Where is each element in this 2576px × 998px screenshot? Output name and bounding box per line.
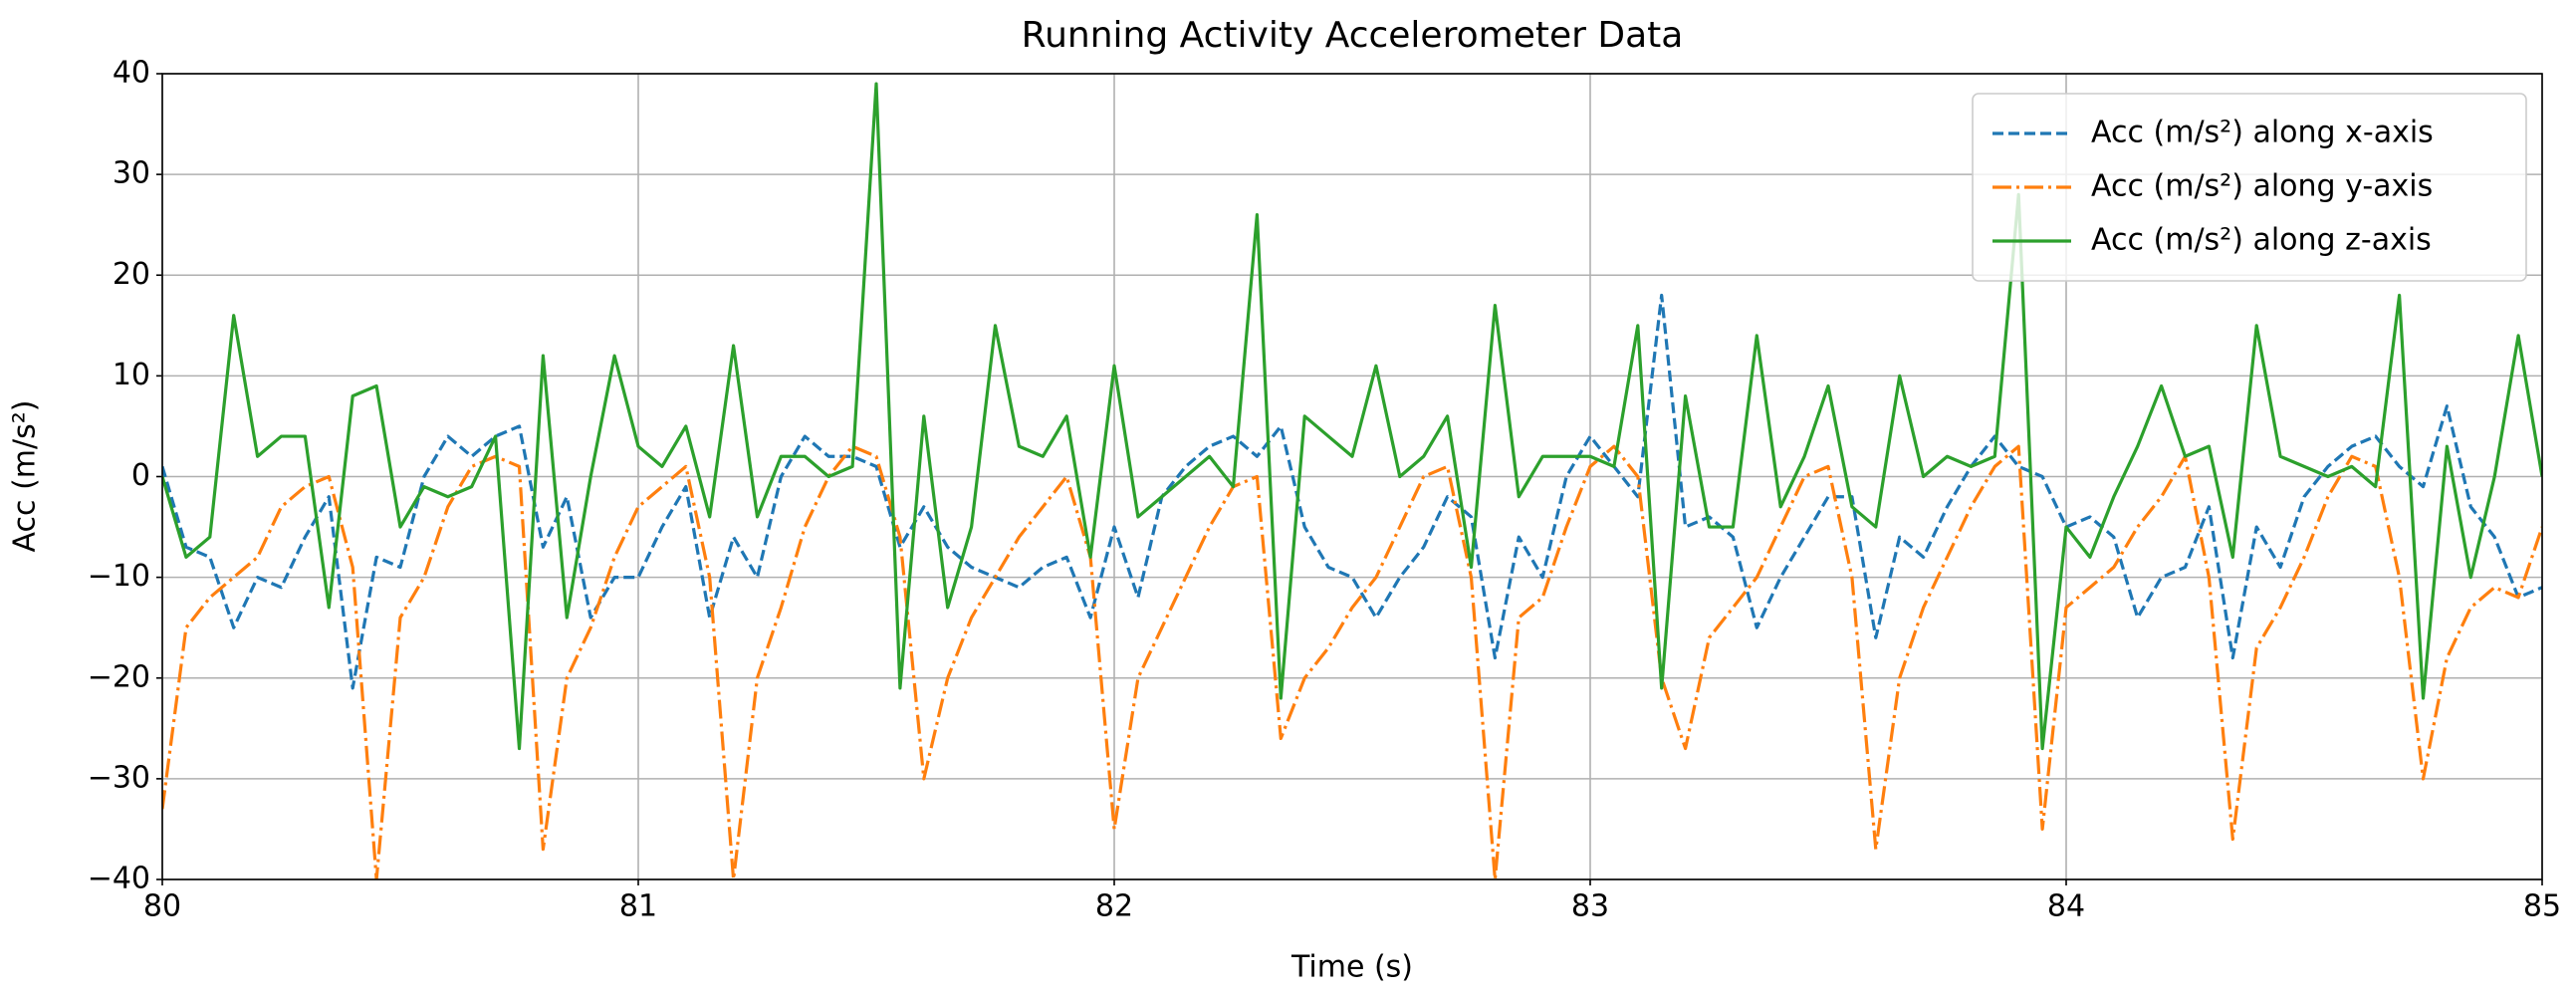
chart-title: Running Activity Accelerometer Data	[1022, 15, 1684, 56]
legend-box	[1972, 93, 2527, 282]
y-tick-label: 40	[113, 56, 150, 91]
x-tick-label: 83	[1571, 889, 1609, 924]
y-tick-label: −40	[88, 862, 150, 896]
y-axis-label: Acc (m/s²)	[8, 400, 43, 553]
y-tick-label: 20	[113, 257, 150, 292]
y-tick-label: −20	[88, 659, 150, 694]
y-tick-label: 30	[113, 156, 150, 191]
y-tick-label: −30	[88, 760, 150, 795]
legend: Acc (m/s²) along x-axis Acc (m/s²) along …	[1972, 93, 2527, 282]
x-tick-label: 85	[2523, 889, 2561, 924]
plot-frame	[161, 73, 2543, 880]
x-tick-label: 80	[143, 889, 181, 924]
x-tick-label: 81	[619, 889, 657, 924]
series-line	[162, 444, 2542, 879]
y-tick-label: 10	[113, 358, 150, 392]
y-tick-label: 0	[131, 458, 150, 493]
legend-label: Acc (m/s²) along x-axis	[2091, 116, 2434, 150]
plot-area	[162, 82, 2542, 879]
y-tick-label: −10	[88, 559, 150, 594]
x-tick-label: 84	[2047, 889, 2085, 924]
legend-label: Acc (m/s²) along z-axis	[2091, 223, 2432, 258]
series-line	[162, 82, 2542, 751]
x-axis-label: Time (s)	[1290, 950, 1413, 985]
legend-label: Acc (m/s²) along y-axis	[2091, 169, 2433, 204]
x-tick-label: 82	[1095, 889, 1133, 924]
